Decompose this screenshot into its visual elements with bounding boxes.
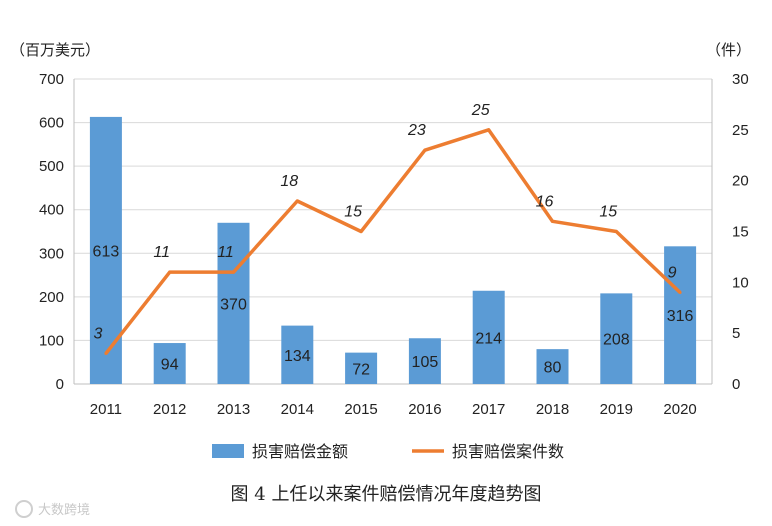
bar: [217, 222, 250, 384]
line-value-label: 18: [280, 173, 298, 190]
right-axis-tick-label: 5: [732, 325, 740, 342]
line-point: [614, 230, 618, 233]
line-value-label: 11: [153, 244, 170, 261]
bar-value-label: 105: [412, 354, 439, 371]
left-axis-tick-label: 700: [39, 71, 64, 88]
line-value-label: 15: [599, 204, 617, 221]
x-axis-tick-label: 2012: [153, 401, 186, 418]
right-axis-tick-label: 10: [732, 274, 749, 291]
bar-value-label: 370: [220, 296, 247, 313]
bar-value-label: 80: [544, 360, 562, 377]
legend-label: 损害赔偿案件数: [452, 442, 564, 461]
right-axis-unit: （件）: [706, 41, 751, 59]
watermark-text: 大数跨境: [38, 503, 90, 518]
legend-label: 损害赔偿金额: [252, 442, 348, 461]
left-axis-tick-label: 300: [39, 245, 64, 262]
line-point: [104, 352, 108, 355]
left-axis-tick-label: 100: [39, 332, 64, 349]
x-axis-tick-label: 2011: [90, 401, 122, 418]
line-value-label: 9: [668, 265, 677, 282]
bar-value-label: 208: [603, 332, 630, 349]
left-axis-tick-label: 200: [39, 289, 64, 306]
line-point: [423, 148, 427, 152]
bar-value-label: 316: [667, 308, 694, 325]
left-axis-tick-label: 500: [39, 158, 64, 175]
bar-value-label: 214: [475, 330, 502, 347]
bar: [600, 293, 633, 384]
gridlines: [74, 78, 712, 341]
line-point: [359, 230, 363, 233]
axes: 0 100 200 300 400 500 600 700 0 5 10 15 20 25 30 2011 20…: [39, 71, 749, 418]
right-axis-tick-label: 25: [732, 122, 749, 139]
bar: [153, 343, 186, 384]
bar: [345, 352, 378, 384]
line-point: [168, 270, 172, 274]
line-point: [551, 219, 554, 223]
line-path: [104, 128, 682, 355]
line-point: [487, 128, 491, 132]
bar-value-label: 134: [284, 348, 311, 365]
line-value-label: 23: [407, 122, 426, 139]
bar: [281, 325, 314, 384]
bar-value-label: 72: [352, 361, 370, 378]
watermark-logo-icon: [15, 500, 33, 518]
x-axis-tick-label: 2013: [217, 401, 250, 418]
line-point: [678, 291, 682, 294]
line-value-label: 25: [471, 102, 490, 119]
x-axis-tick-label: 2016: [408, 401, 441, 418]
line-point: [232, 270, 235, 274]
left-axis-tick-label: 400: [39, 202, 64, 219]
left-axis-tick-label: 0: [56, 376, 64, 393]
bar-value-label: 613: [93, 243, 120, 260]
x-axis-tick-label: 2020: [663, 401, 696, 418]
right-axis-tick-label: 20: [732, 173, 749, 190]
x-axis-tick-label: 2018: [536, 401, 569, 418]
line-value-label: 3: [93, 326, 102, 343]
line-point: [295, 199, 299, 203]
line-value-label: 15: [344, 204, 362, 221]
line-value-label: 16: [536, 193, 554, 210]
left-axis-tick-label: 600: [39, 115, 64, 132]
x-axis-tick-label: 2019: [600, 401, 633, 418]
legend-swatch-bar: [212, 444, 244, 458]
bar-value-label: 94: [161, 357, 179, 374]
left-axis-unit: （百万美元）: [10, 41, 100, 59]
x-axis-tick-label: 2014: [281, 401, 314, 418]
line-value-label: 11: [217, 244, 234, 261]
data-labels: 613 94 370 134 72 105 214 80 208 316 3 11 11 18 15 23 25…: [93, 102, 694, 378]
bar: [472, 290, 505, 384]
figure-caption: 图 4 上任以来案件赔偿情况年度趋势图: [231, 484, 542, 505]
x-axis-tick-label: 2015: [344, 401, 377, 418]
bar: [536, 349, 569, 384]
right-axis-tick-label: 15: [732, 224, 749, 241]
watermark: 大数跨境: [15, 500, 90, 518]
legend: 损害赔偿金额 损害赔偿案件数: [212, 442, 564, 461]
right-axis-tick-label: 30: [732, 71, 749, 88]
right-axis-tick-label: 0: [732, 376, 740, 393]
x-axis-tick-label: 2017: [472, 401, 505, 418]
bar: [664, 246, 697, 384]
bar: [408, 338, 441, 384]
line-series: [104, 128, 682, 355]
